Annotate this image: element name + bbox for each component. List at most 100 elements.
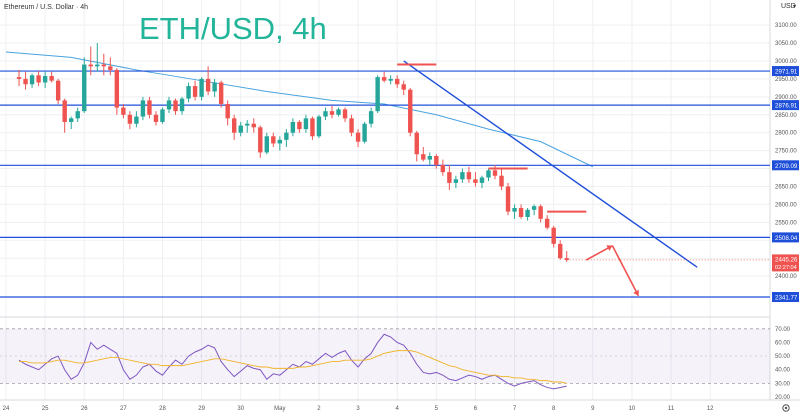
candle-body [69,118,74,122]
candle-body [108,66,113,70]
candle-body [29,75,35,85]
level-price-tag [772,100,799,111]
level-price-label: 2971.91 [775,69,798,76]
price-tick-label: 3100.00 [775,23,797,29]
candle-body [173,100,178,112]
rsi-tick-label: 70.00 [775,327,791,333]
chart-big-title: ETH/USD, 4h [139,11,327,46]
candle-body [42,76,48,83]
time-tick-label: 30 [237,406,244,412]
candle-body [558,243,563,259]
candle-body [36,75,41,83]
candle-body [179,98,185,112]
candle-body [427,156,432,160]
candle-body [505,186,511,212]
time-tick-label: 4 [396,406,400,412]
candle-body [297,121,302,130]
candle-body [499,175,504,187]
candle-body [531,206,537,210]
candle-body [232,118,237,133]
candle-body [212,82,217,92]
price-axis-layer: 3100.00 3050.00 3000.00 2950.00 2900.00 2850.… [772,23,799,401]
candle-body [434,156,439,165]
time-tick-label: 2 [317,406,321,412]
forecast-arrowhead [606,245,613,251]
candle-body [349,118,354,133]
candle-body [466,172,472,180]
last-price-tag [772,254,799,272]
candle-body [355,132,361,142]
support-resistance-layer [0,70,770,298]
time-tick-label: 26 [81,406,88,412]
candle-body [199,78,204,97]
candle-body [381,77,387,81]
rsi-band-layer [0,328,770,384]
candle-body [538,206,543,219]
candle-body [258,127,263,153]
candle-body [453,179,459,183]
price-tick-label: 3000.00 [775,59,797,65]
candle-body [160,109,165,122]
time-tick-label: 3 [356,406,360,412]
time-tick-label: 10 [629,406,636,412]
time-axis-layer: 24 25 26 27 28 29 30 May 2 3 4 5 6 7 8 9 10 11 12 [3,406,714,412]
candle-body [75,111,80,119]
grid-layer [0,0,800,401]
candle-body [368,111,374,124]
time-tick-label: 9 [591,406,595,412]
price-tick-label: 2400.00 [775,274,797,280]
candle-body [525,209,530,217]
currency-selector[interactable]: USD [781,3,796,10]
candles-layer [16,43,569,262]
candle-body [564,258,569,260]
candle-body [323,111,328,117]
level-price-tag [772,160,799,171]
candle-body [95,64,100,67]
moving-average-layer [5,51,594,168]
rsi-tick-label: 20.00 [775,395,791,401]
candle-body [310,118,315,137]
candle-body [421,154,426,160]
countdown-label: 02:27:04 [775,265,797,271]
candle-body [140,100,146,117]
candle-body [55,80,61,101]
price-tick-label: 2750.00 [775,149,797,155]
level-price-tag [772,292,799,303]
rsi-tick-label: 30.00 [775,381,791,387]
trendline-layer [397,60,770,297]
time-tick-label: 29 [198,406,205,412]
candle-body [82,64,87,112]
candle-body [395,78,400,85]
level-price-tag [772,66,799,77]
candle-body [49,76,54,81]
candle-body [284,132,289,140]
settings-gear-icon[interactable] [782,404,790,412]
candle-body [492,170,498,176]
candle-body [88,64,93,67]
candle-body [264,136,269,153]
instrument-label: Ethereum / U.S. Dollar · 4h [4,4,88,11]
candle-body [245,123,250,126]
price-tick-label: 2800.00 [775,131,797,137]
level-price-label: 2341.77 [775,295,798,302]
time-tick-label: 11 [668,406,675,412]
level-price-label: 2876.91 [775,103,798,110]
candle-body [147,100,152,115]
price-tick-label: 3050.00 [775,41,797,47]
price-tick-label: 2650.00 [775,184,797,190]
candle-body [166,100,172,110]
candle-body [186,86,191,99]
rsi-tick-label: 60.00 [775,340,791,346]
candle-body [192,86,198,97]
time-tick-label: 5 [435,406,439,412]
time-tick-label: 24 [3,406,10,412]
chevron-down-icon[interactable]: ▾ [793,4,796,10]
rsi-ma-line [19,350,567,384]
price-tick-label: 2950.00 [775,77,797,83]
candle-body [16,77,22,79]
candle-body [290,121,296,133]
downtrend-line [403,60,698,268]
time-tick-label: 7 [513,406,517,412]
